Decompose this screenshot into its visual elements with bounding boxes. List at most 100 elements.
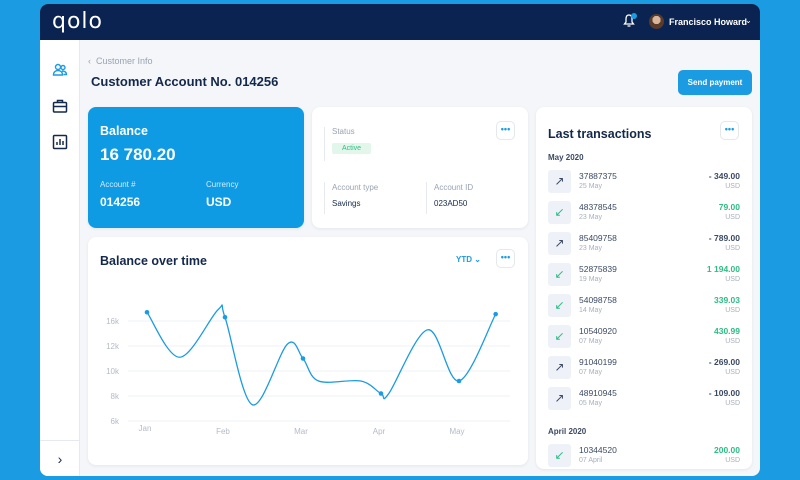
account-id-value: 023AD50 bbox=[434, 199, 468, 208]
transaction-amount: 1 194.00 bbox=[706, 264, 740, 274]
transaction-row[interactable]: ↙ 52875839 19 May 1 194.00 USD bbox=[548, 263, 740, 291]
balance-card: Balance 16 780.20 Account # 014256 Curre… bbox=[88, 107, 304, 228]
transaction-row[interactable]: ↗ 85409758 23 May - 789.00 USD bbox=[548, 232, 740, 260]
transaction-row[interactable]: ↙ 54098758 14 May 339.03 USD bbox=[548, 294, 740, 322]
data-point bbox=[493, 311, 498, 317]
users-icon[interactable] bbox=[52, 62, 68, 78]
arrow-down-left-icon: ↙ bbox=[548, 325, 571, 348]
transaction-date: 19 May bbox=[579, 276, 602, 283]
transaction-date: 05 May bbox=[579, 400, 602, 407]
currency-value: USD bbox=[206, 195, 232, 209]
account-info-card: Status Active ••• Account type Savings A… bbox=[312, 107, 528, 228]
transaction-date: 07 May bbox=[579, 369, 602, 376]
breadcrumb-label[interactable]: Customer Info bbox=[96, 56, 153, 66]
transaction-date: 23 May bbox=[579, 245, 602, 252]
transaction-row[interactable]: ↙ 10344520 07 April 200.00 USD bbox=[548, 444, 740, 469]
transaction-id: 48910945 bbox=[579, 388, 617, 398]
transaction-row[interactable]: ↗ 91040199 07 May - 269.00 USD bbox=[548, 356, 740, 384]
user-name[interactable]: Francisco Howard bbox=[669, 17, 748, 27]
transaction-amount: - 789.00 bbox=[708, 233, 740, 243]
transaction-id: 48378545 bbox=[579, 202, 617, 212]
transaction-date: 23 May bbox=[579, 214, 602, 221]
status-badge: Active bbox=[332, 143, 372, 154]
more-button[interactable]: ••• bbox=[720, 121, 739, 140]
send-payment-button[interactable]: Send payment bbox=[678, 70, 752, 95]
transaction-amount: - 269.00 bbox=[708, 357, 740, 367]
arrow-down-left-icon: ↙ bbox=[548, 294, 571, 317]
arrow-up-right-icon: ↗ bbox=[548, 170, 571, 193]
transaction-currency: USD bbox=[725, 183, 740, 190]
chevron-right-icon[interactable]: › bbox=[40, 440, 80, 476]
transaction-id: 52875839 bbox=[579, 264, 617, 274]
status-label: Status bbox=[332, 127, 355, 136]
y-tick-label: 10k bbox=[106, 367, 120, 376]
transaction-amount: - 349.00 bbox=[708, 171, 740, 181]
transaction-amount: 200.00 bbox=[714, 445, 740, 455]
account-id-label: Account ID bbox=[434, 183, 474, 192]
more-button[interactable]: ••• bbox=[496, 249, 515, 268]
bar-chart-icon[interactable] bbox=[52, 134, 68, 150]
balance-title: Balance bbox=[100, 124, 148, 138]
breadcrumb[interactable]: ‹ Customer Info bbox=[88, 56, 153, 66]
arrow-down-left-icon: ↙ bbox=[548, 263, 571, 286]
x-tick-label: Jan bbox=[139, 424, 152, 433]
y-tick-label: 16k bbox=[106, 317, 120, 326]
x-tick-label: Mar bbox=[294, 427, 308, 436]
logo[interactable]: qolo bbox=[52, 9, 103, 34]
sidebar: › bbox=[40, 40, 80, 476]
data-point bbox=[456, 378, 462, 384]
data-point bbox=[222, 314, 228, 320]
account-label: Account # bbox=[100, 180, 136, 189]
transaction-id: 54098758 bbox=[579, 295, 617, 305]
avatar[interactable] bbox=[649, 14, 664, 29]
account-type-label: Account type bbox=[332, 183, 379, 192]
y-tick-label: 12k bbox=[106, 342, 120, 351]
transaction-id: 10344520 bbox=[579, 445, 617, 455]
x-tick-label: Apr bbox=[373, 427, 386, 436]
transaction-currency: USD bbox=[725, 245, 740, 252]
chevron-left-icon: ‹ bbox=[88, 56, 96, 66]
arrow-up-right-icon: ↗ bbox=[548, 387, 571, 410]
transaction-date: 14 May bbox=[579, 307, 602, 314]
x-tick-label: May bbox=[449, 427, 464, 436]
transaction-date: 25 May bbox=[579, 183, 602, 190]
chevron-down-icon[interactable]: ⌄ bbox=[745, 16, 752, 25]
balance-chart-card: Balance over time YTD ⌄ ••• 16k 12k 10k 8k 6… bbox=[88, 237, 528, 465]
period-select[interactable]: YTD ⌄ bbox=[456, 255, 481, 264]
transaction-currency: USD bbox=[725, 338, 740, 345]
data-point bbox=[300, 356, 306, 361]
balance-line-chart: 16k 12k 10k 8k 6k Jan Feb Mar Apr May bbox=[106, 304, 510, 436]
arrow-down-left-icon: ↙ bbox=[548, 201, 571, 224]
transaction-row[interactable]: ↙ 48378545 23 May 79.00 USD bbox=[548, 201, 740, 229]
briefcase-icon[interactable] bbox=[52, 98, 68, 114]
data-point bbox=[378, 391, 384, 396]
transaction-amount: 430.99 bbox=[714, 326, 740, 336]
transaction-group-label: May 2020 bbox=[548, 153, 584, 162]
balance-amount: 16 780.20 bbox=[100, 145, 176, 164]
transaction-currency: USD bbox=[725, 369, 740, 376]
transaction-date: 07 April bbox=[579, 457, 603, 464]
top-bar: qolo Francisco Howard ⌄ bbox=[40, 4, 760, 40]
page-title: Customer Account No. 014256 bbox=[91, 74, 279, 89]
transactions-card: Last transactions ••• May 2020 ↗ 37887375… bbox=[536, 107, 752, 469]
transaction-id: 10540920 bbox=[579, 326, 617, 336]
transaction-currency: USD bbox=[725, 276, 740, 283]
transactions-title: Last transactions bbox=[548, 127, 652, 141]
currency-label: Currency bbox=[206, 180, 239, 189]
arrow-up-right-icon: ↗ bbox=[548, 356, 571, 379]
transaction-currency: USD bbox=[725, 400, 740, 407]
period-value: YTD bbox=[456, 255, 472, 264]
transaction-row[interactable]: ↗ 37887375 25 May - 349.00 USD bbox=[548, 170, 740, 198]
arrow-up-right-icon: ↗ bbox=[548, 232, 571, 255]
transaction-amount: 79.00 bbox=[718, 202, 740, 212]
transaction-date: 07 May bbox=[579, 338, 602, 345]
transaction-id: 85409758 bbox=[579, 233, 617, 243]
app-window: qolo Francisco Howard ⌄ › ‹ Customer Inf… bbox=[40, 4, 760, 476]
transaction-row[interactable]: ↙ 10540920 07 May 430.99 USD bbox=[548, 325, 740, 353]
more-button[interactable]: ••• bbox=[496, 121, 515, 140]
y-tick-label: 6k bbox=[111, 417, 120, 426]
transaction-id: 91040199 bbox=[579, 357, 617, 367]
transaction-amount: 339.03 bbox=[714, 295, 740, 305]
transaction-currency: USD bbox=[725, 307, 740, 314]
transaction-row[interactable]: ↗ 48910945 05 May - 109.00 USD bbox=[548, 387, 740, 415]
